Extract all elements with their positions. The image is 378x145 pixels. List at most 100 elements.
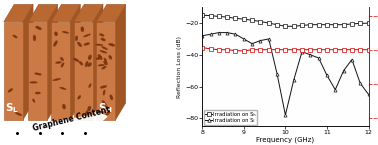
Ellipse shape: [80, 62, 83, 65]
Y-axis label: Reflection Loss (dB): Reflection Loss (dB): [177, 36, 182, 98]
Irradiation on Sₗ: [266, 38, 271, 40]
Ellipse shape: [104, 58, 106, 60]
Ellipse shape: [76, 36, 78, 39]
Ellipse shape: [55, 33, 58, 36]
Irradiation on Sₗ: [325, 75, 329, 76]
Polygon shape: [28, 22, 47, 120]
Irradiation on Sₕ: [366, 22, 371, 24]
Ellipse shape: [62, 104, 65, 107]
Ellipse shape: [33, 37, 36, 41]
Irradiation on Sₗ: [366, 94, 371, 95]
Polygon shape: [51, 22, 70, 120]
Ellipse shape: [103, 90, 105, 93]
Polygon shape: [47, 4, 57, 120]
Ellipse shape: [86, 42, 90, 45]
Irradiation on Sₕ: [316, 24, 321, 26]
Ellipse shape: [13, 35, 16, 37]
Ellipse shape: [79, 61, 82, 64]
Ellipse shape: [63, 106, 66, 109]
Ellipse shape: [81, 27, 84, 30]
Irradiation on Sₗ: [242, 38, 246, 40]
Ellipse shape: [15, 112, 20, 115]
Irradiation on Sₗ: [208, 33, 213, 35]
Ellipse shape: [77, 42, 81, 45]
Ellipse shape: [110, 95, 113, 98]
Ellipse shape: [62, 31, 67, 33]
Ellipse shape: [85, 63, 88, 67]
Ellipse shape: [102, 67, 105, 69]
Ellipse shape: [53, 79, 58, 81]
Irradiation on Sₕ: [358, 23, 363, 24]
Polygon shape: [93, 4, 103, 120]
Ellipse shape: [104, 62, 108, 65]
Ellipse shape: [96, 111, 100, 113]
Ellipse shape: [101, 34, 104, 36]
Ellipse shape: [99, 33, 102, 36]
Ellipse shape: [102, 105, 106, 108]
Ellipse shape: [60, 87, 64, 89]
Ellipse shape: [104, 61, 107, 64]
Irradiation on Sₗ: [200, 35, 204, 37]
Irradiation on Sₕ: [200, 14, 204, 16]
Polygon shape: [28, 4, 57, 22]
Ellipse shape: [84, 35, 88, 37]
Irradiation on Sₕ: [250, 19, 254, 21]
Ellipse shape: [87, 64, 91, 67]
Ellipse shape: [37, 73, 42, 75]
Ellipse shape: [29, 82, 35, 83]
Ellipse shape: [110, 97, 113, 100]
Ellipse shape: [98, 56, 102, 59]
Ellipse shape: [102, 85, 107, 88]
Polygon shape: [96, 4, 125, 22]
Irradiation on Sₗ: [275, 73, 279, 75]
Ellipse shape: [33, 35, 36, 39]
Ellipse shape: [35, 92, 39, 94]
Ellipse shape: [87, 108, 91, 111]
Irradiation on Sₕ: [308, 24, 313, 26]
Text: Graphene Content: Graphene Content: [32, 105, 112, 133]
Irradiation on Sₗ: [358, 83, 363, 84]
Polygon shape: [96, 22, 115, 120]
Polygon shape: [74, 4, 103, 22]
Ellipse shape: [88, 85, 91, 88]
Ellipse shape: [54, 41, 57, 45]
Ellipse shape: [98, 65, 102, 66]
Ellipse shape: [88, 57, 91, 60]
Irradiation on Sₕ: [258, 21, 263, 22]
Text: $\mathbf{S_H}$: $\mathbf{S_H}$: [98, 102, 113, 115]
Ellipse shape: [109, 57, 112, 59]
Irradiation on Sₗ: [308, 54, 313, 56]
Text: $\mathbf{S_L}$: $\mathbf{S_L}$: [5, 102, 19, 115]
Irradiation on Sₗ: [350, 59, 354, 60]
Ellipse shape: [103, 102, 106, 106]
Ellipse shape: [99, 56, 102, 60]
Ellipse shape: [61, 58, 64, 61]
Ellipse shape: [14, 36, 17, 38]
Irradiation on Sₗ: [300, 51, 304, 52]
Polygon shape: [51, 4, 80, 22]
Ellipse shape: [88, 106, 91, 109]
Irradiation on Sₗ: [250, 43, 254, 45]
Irradiation on Sₕ: [266, 22, 271, 24]
Ellipse shape: [102, 39, 105, 41]
Irradiation on Sₕ: [300, 25, 304, 26]
Ellipse shape: [78, 95, 81, 98]
Ellipse shape: [17, 113, 22, 116]
Irradiation on Sₗ: [291, 79, 296, 81]
Ellipse shape: [57, 61, 62, 63]
Ellipse shape: [96, 57, 100, 60]
Ellipse shape: [56, 62, 59, 64]
Ellipse shape: [60, 57, 63, 60]
Ellipse shape: [53, 43, 57, 47]
Irradiation on Sₗ: [233, 33, 238, 35]
Ellipse shape: [101, 46, 105, 49]
Ellipse shape: [35, 73, 39, 75]
Ellipse shape: [73, 58, 77, 61]
Ellipse shape: [86, 61, 88, 65]
Ellipse shape: [102, 51, 107, 53]
Irradiation on Sₕ: [341, 24, 346, 26]
Ellipse shape: [100, 64, 105, 66]
Ellipse shape: [79, 44, 82, 47]
Polygon shape: [70, 4, 80, 120]
Irradiation on Sₕ: [208, 15, 213, 17]
